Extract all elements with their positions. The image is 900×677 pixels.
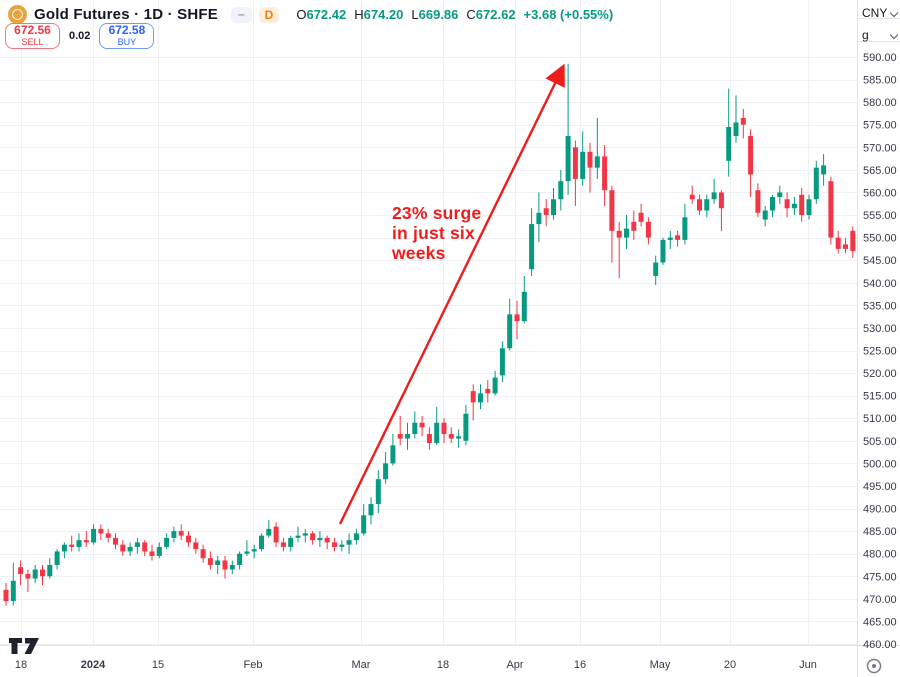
svg-text:535.00: 535.00 (863, 300, 897, 312)
svg-text:485.00: 485.00 (863, 526, 897, 538)
svg-text:470.00: 470.00 (863, 594, 897, 606)
svg-text:590.00: 590.00 (863, 52, 897, 64)
svg-text:20: 20 (724, 659, 736, 671)
currency-dropdown[interactable]: CNY (862, 6, 898, 20)
svg-text:570.00: 570.00 (863, 142, 897, 154)
svg-text:490.00: 490.00 (863, 504, 897, 516)
svg-text:560.00: 560.00 (863, 187, 897, 199)
svg-text:545.00: 545.00 (863, 255, 897, 267)
svg-text:540.00: 540.00 (863, 278, 897, 290)
svg-text:18: 18 (437, 659, 449, 671)
change-value: +3.68 (+0.55%) (523, 7, 614, 22)
trend-arrow-drawing[interactable] (338, 63, 565, 525)
svg-text:480.00: 480.00 (863, 549, 897, 561)
interval-badge[interactable]: D (258, 6, 280, 23)
annotation-line: in just six (392, 223, 475, 243)
tradingview-logo[interactable] (9, 638, 39, 654)
svg-text:505.00: 505.00 (863, 436, 897, 448)
buy-label: BUY (117, 36, 137, 47)
sell-button[interactable]: 672.56 SELL (5, 23, 60, 49)
symbol-title[interactable]: Gold Futures · 1D · SHFE (34, 6, 218, 23)
high-value: 674.20 (363, 7, 404, 22)
svg-text:525.00: 525.00 (863, 346, 897, 358)
ohlc-readout: O672.42 H674.20 L669.86 C672.62 +3.68 (+… (296, 7, 613, 22)
buy-button[interactable]: 672.58 BUY (99, 22, 155, 49)
open-value: 672.42 (306, 7, 347, 22)
svg-text:580.00: 580.00 (863, 97, 897, 109)
unit-value: g (862, 28, 869, 42)
currency-value: CNY (862, 6, 888, 20)
chart-header: Gold Futures · 1D · SHFE – D O672.42 H67… (8, 5, 613, 24)
svg-text:465.00: 465.00 (863, 616, 897, 628)
svg-text:585.00: 585.00 (863, 75, 897, 87)
low-value: 669.86 (418, 7, 459, 22)
svg-text:530.00: 530.00 (863, 323, 897, 335)
svg-text:510.00: 510.00 (863, 413, 897, 425)
svg-text:500.00: 500.00 (863, 458, 897, 470)
sell-price: 672.56 (14, 22, 51, 37)
svg-text:520.00: 520.00 (863, 368, 897, 380)
svg-text:515.00: 515.00 (863, 391, 897, 403)
open-label: O (296, 7, 307, 22)
surge-annotation-text[interactable]: 23% surge in just six weeks (392, 203, 481, 263)
svg-text:Jun: Jun (799, 659, 817, 671)
svg-text:Apr: Apr (506, 659, 523, 671)
svg-text:565.00: 565.00 (863, 165, 897, 177)
svg-text:550.00: 550.00 (863, 233, 897, 245)
svg-text:16: 16 (574, 659, 586, 671)
annotation-line: weeks (392, 243, 446, 263)
svg-text:555.00: 555.00 (863, 210, 897, 222)
svg-text:Mar: Mar (352, 659, 371, 671)
grid-lines (0, 0, 857, 645)
svg-text:460.00: 460.00 (863, 639, 897, 651)
gold-symbol-icon (8, 5, 27, 24)
time-scale[interactable]: 18 2024 15 Feb Mar 18 Apr 16 May 20 Jun (15, 659, 817, 671)
svg-text:495.00: 495.00 (863, 481, 897, 493)
svg-text:475.00: 475.00 (863, 571, 897, 583)
svg-text:15: 15 (152, 659, 164, 671)
unit-dropdown[interactable]: g (862, 28, 898, 42)
annotation-line: 23% surge (392, 203, 482, 223)
svg-text:2024: 2024 (81, 659, 106, 671)
high-label: H (354, 7, 364, 22)
low-label: L (411, 7, 419, 22)
sell-label: SELL (21, 36, 44, 47)
close-value: 672.62 (475, 7, 516, 22)
svg-text:18: 18 (15, 659, 27, 671)
candlestick-series (3, 63, 856, 606)
close-label: C (466, 7, 476, 22)
trade-buttons: 672.56 SELL 0.02 672.58 BUY (5, 22, 155, 49)
chevron-down-icon (891, 32, 898, 39)
buy-price: 672.58 (108, 22, 146, 37)
spread-value: 0.02 (69, 30, 91, 42)
svg-text:Feb: Feb (244, 659, 263, 671)
svg-text:May: May (650, 659, 671, 671)
svg-text:575.00: 575.00 (863, 120, 897, 132)
settings-icon[interactable] (864, 656, 884, 676)
price-scale[interactable]: 460.00 465.00 470.00 475.00 480.00 485.00 490.… (863, 52, 897, 651)
chevron-down-icon (891, 10, 898, 17)
collapse-icon[interactable]: – (230, 6, 252, 23)
